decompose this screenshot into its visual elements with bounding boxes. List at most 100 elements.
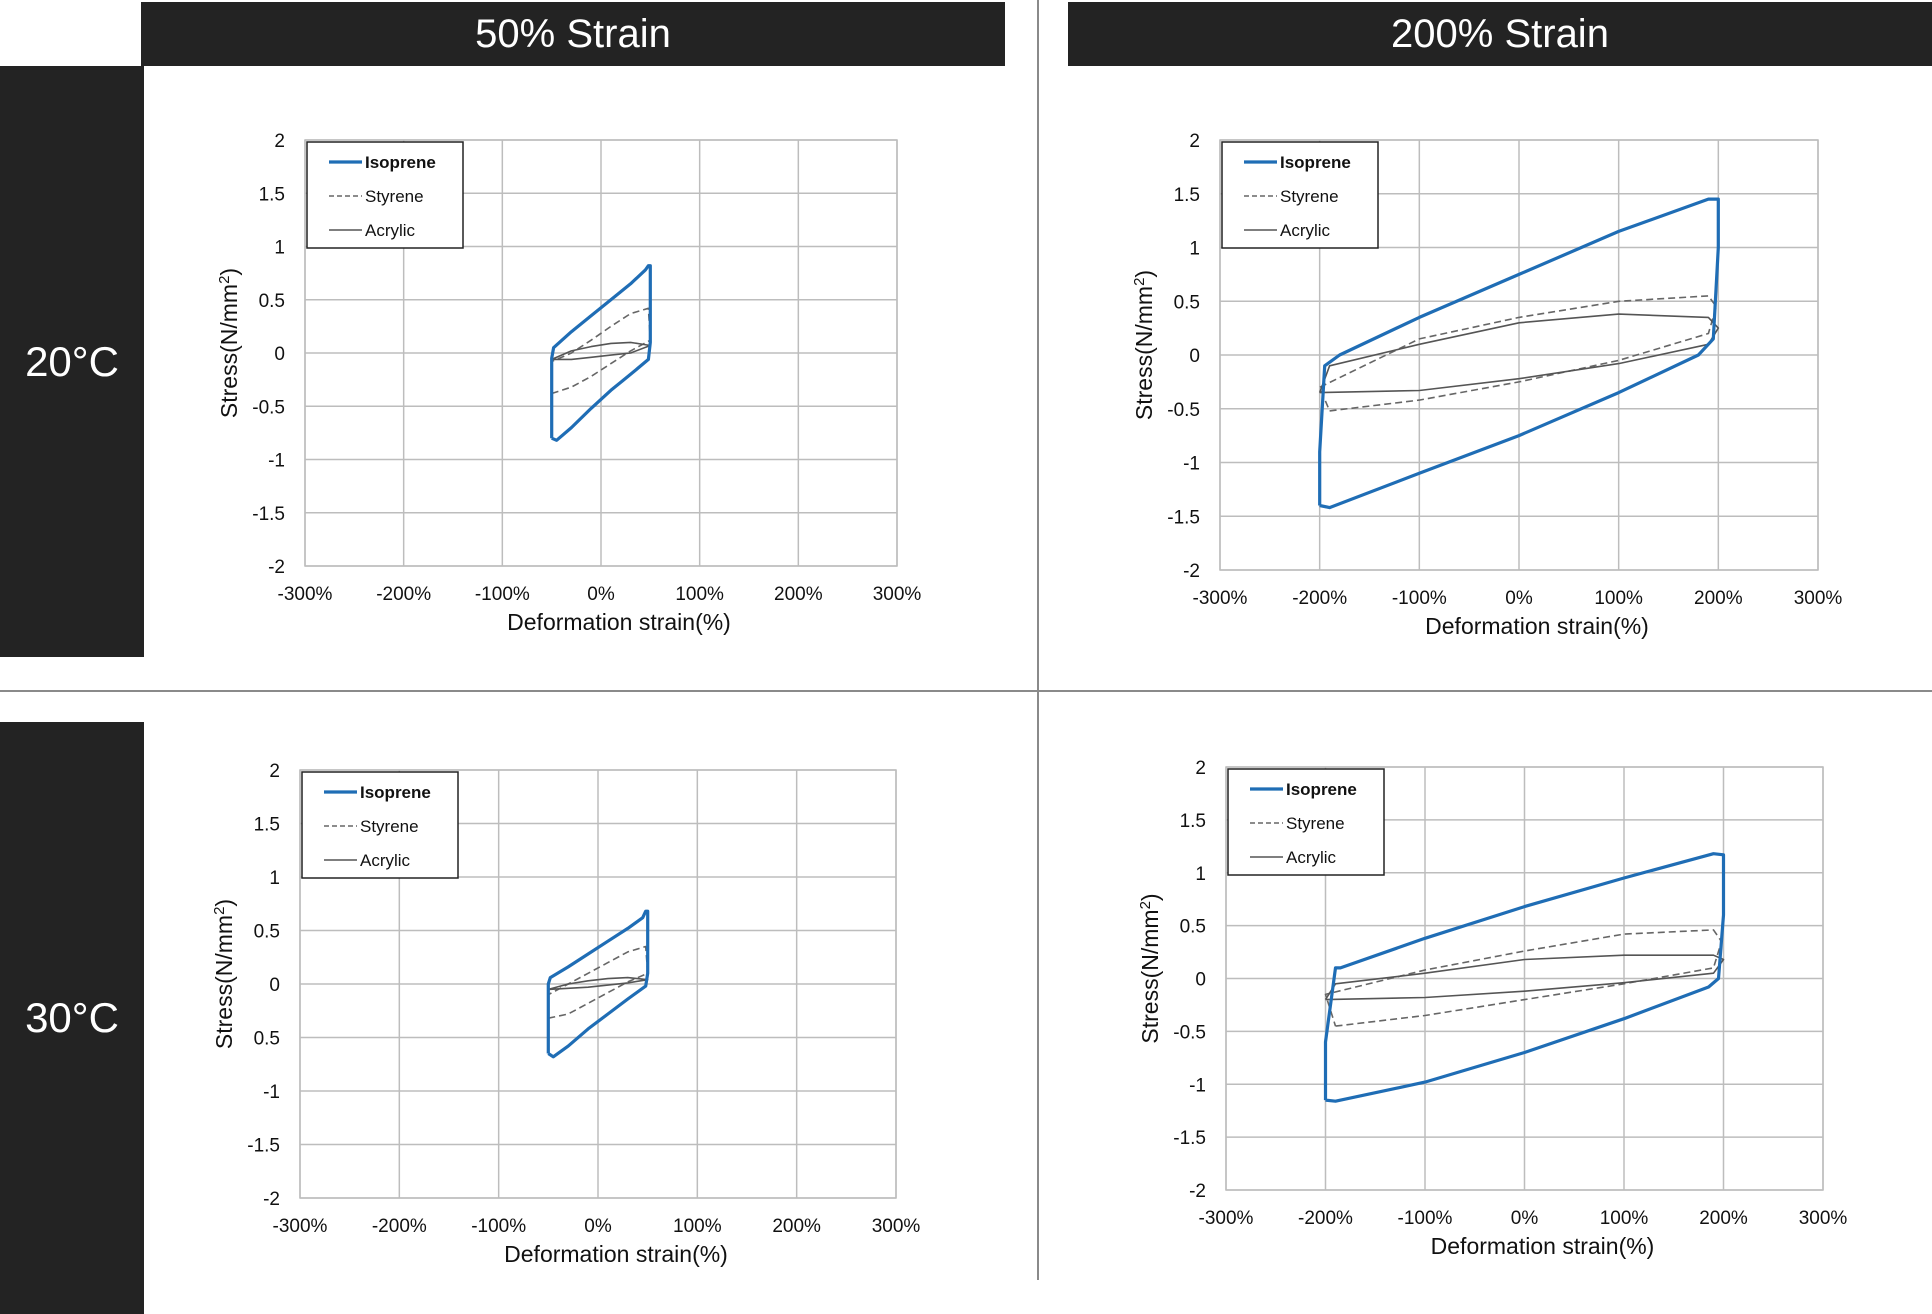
y-tick-label: -0.5 <box>1173 1022 1206 1043</box>
y-axis-label: Stress(N/mm2) <box>1137 893 1164 1043</box>
legend-label-acrylic: Acrylic <box>1286 848 1337 867</box>
y-tick-label: 0.5 <box>254 922 280 943</box>
column-header-50-strain: 50% Strain <box>141 2 1005 66</box>
y-tick-label: 1.5 <box>1174 185 1200 206</box>
y-tick-label: 0 <box>1195 970 1206 991</box>
legend-box <box>1227 768 1385 876</box>
y-tick-label: 1 <box>1189 239 1200 260</box>
legend-label-styrene: Styrene <box>360 817 419 836</box>
y-tick-label: -1.5 <box>1167 507 1200 528</box>
legend-label-acrylic: Acrylic <box>360 851 411 870</box>
y-tick-label: 2 <box>269 761 280 782</box>
series-acrylic-line <box>1318 313 1720 394</box>
legend-box <box>1221 141 1379 249</box>
y-tick-label: -1 <box>1189 1075 1206 1096</box>
series-acrylic-line <box>548 976 649 991</box>
series-styrene-line <box>551 307 652 395</box>
y-tick-label: 1.5 <box>259 184 285 205</box>
y-tick-label: 0 <box>269 975 280 996</box>
x-tick-label: -100% <box>1392 588 1447 609</box>
legend-label-acrylic: Acrylic <box>1280 221 1331 240</box>
x-tick-label: 200% <box>772 1216 821 1237</box>
y-tick-label: -1.5 <box>252 504 285 525</box>
legend-label-styrene: Styrene <box>1286 814 1345 833</box>
y-tick-label: 1 <box>269 868 280 889</box>
column-header-200-strain: 200% Strain <box>1068 2 1932 66</box>
series-isoprene-line <box>550 264 652 442</box>
x-axis-label: Deformation strain(%) <box>1431 1233 1655 1259</box>
y-tick-label: 2 <box>274 131 285 152</box>
row-header-label: 20°C <box>25 337 119 385</box>
y-tick-label: 0 <box>274 344 285 365</box>
series-isoprene-line <box>1318 197 1720 510</box>
row-header-30c: 30°C <box>0 722 144 1314</box>
series-styrene-line <box>1324 929 1723 1027</box>
x-tick-label: -300% <box>278 584 333 605</box>
plot-area <box>304 139 898 567</box>
legend-label-isoprene: Isoprene <box>1286 780 1357 799</box>
x-tick-label: -200% <box>1292 588 1347 609</box>
x-tick-label: -200% <box>376 584 431 605</box>
x-tick-label: -300% <box>1199 1208 1254 1229</box>
y-tick-label: 0.5 <box>1180 917 1206 938</box>
x-tick-label: 300% <box>872 1216 921 1237</box>
column-header-label: 200% Strain <box>1391 11 1609 56</box>
horizontal-divider <box>0 690 1932 692</box>
row-header-20c: 20°C <box>0 66 144 657</box>
x-tick-label: 300% <box>873 584 922 605</box>
x-tick-label: 0% <box>584 1216 612 1237</box>
y-axis-label: Stress(N/mm2) <box>216 268 243 418</box>
y-axis-label: Stress(N/mm2) <box>1131 270 1158 420</box>
y-tick-label: -2 <box>1183 561 1200 582</box>
legend-label-isoprene: Isoprene <box>360 783 431 802</box>
y-tick-label: -2 <box>1189 1181 1206 1202</box>
series-isoprene-line <box>1323 852 1726 1103</box>
x-axis-label: Deformation strain(%) <box>504 1241 728 1267</box>
x-tick-label: 200% <box>774 584 823 605</box>
series-styrene-line <box>1318 295 1718 412</box>
x-tick-label: -200% <box>1298 1208 1353 1229</box>
y-tick-label: -1 <box>268 451 285 472</box>
y-tick-label: 0.5 <box>254 1029 280 1050</box>
x-tick-label: 200% <box>1694 588 1743 609</box>
legend-label-styrene: Styrene <box>1280 187 1339 206</box>
y-tick-label: -2 <box>263 1189 280 1210</box>
legend-label-isoprene: Isoprene <box>1280 153 1351 172</box>
series-styrene-line <box>547 945 649 1019</box>
x-tick-label: 200% <box>1699 1208 1748 1229</box>
series-acrylic-line <box>1324 954 1725 1001</box>
y-tick-label: 2 <box>1189 131 1200 152</box>
y-tick-label: 1.5 <box>1180 811 1206 832</box>
legend-box <box>306 141 464 249</box>
x-axis-label: Deformation strain(%) <box>507 609 731 635</box>
x-tick-label: -100% <box>1398 1208 1453 1229</box>
x-tick-label: -300% <box>273 1216 328 1237</box>
x-tick-label: 100% <box>673 1216 722 1237</box>
y-tick-label: -1.5 <box>1173 1128 1206 1149</box>
plot-area <box>299 769 897 1199</box>
x-tick-label: 0% <box>1505 588 1533 609</box>
x-tick-label: 300% <box>1799 1208 1848 1229</box>
y-tick-label: 0.5 <box>259 291 285 312</box>
legend-label-acrylic: Acrylic <box>365 221 416 240</box>
x-axis-label: Deformation strain(%) <box>1425 613 1649 639</box>
series-isoprene-line <box>546 909 650 1059</box>
y-axis-label: Stress(N/mm2) <box>211 899 238 1049</box>
legend-label-styrene: Styrene <box>365 187 424 206</box>
x-tick-label: 0% <box>587 584 615 605</box>
x-tick-label: 100% <box>1600 1208 1649 1229</box>
column-header-label: 50% Strain <box>475 11 671 56</box>
row-header-label: 30°C <box>25 994 119 1041</box>
y-tick-label: -1 <box>263 1082 280 1103</box>
y-tick-label: 0 <box>1189 346 1200 367</box>
y-tick-label: -1 <box>1183 454 1200 475</box>
x-tick-label: -100% <box>471 1216 526 1237</box>
x-tick-label: 300% <box>1794 588 1843 609</box>
x-tick-label: -300% <box>1193 588 1248 609</box>
vertical-divider <box>1037 0 1039 1280</box>
y-tick-label: 1 <box>1195 864 1206 885</box>
x-tick-label: 0% <box>1511 1208 1539 1229</box>
